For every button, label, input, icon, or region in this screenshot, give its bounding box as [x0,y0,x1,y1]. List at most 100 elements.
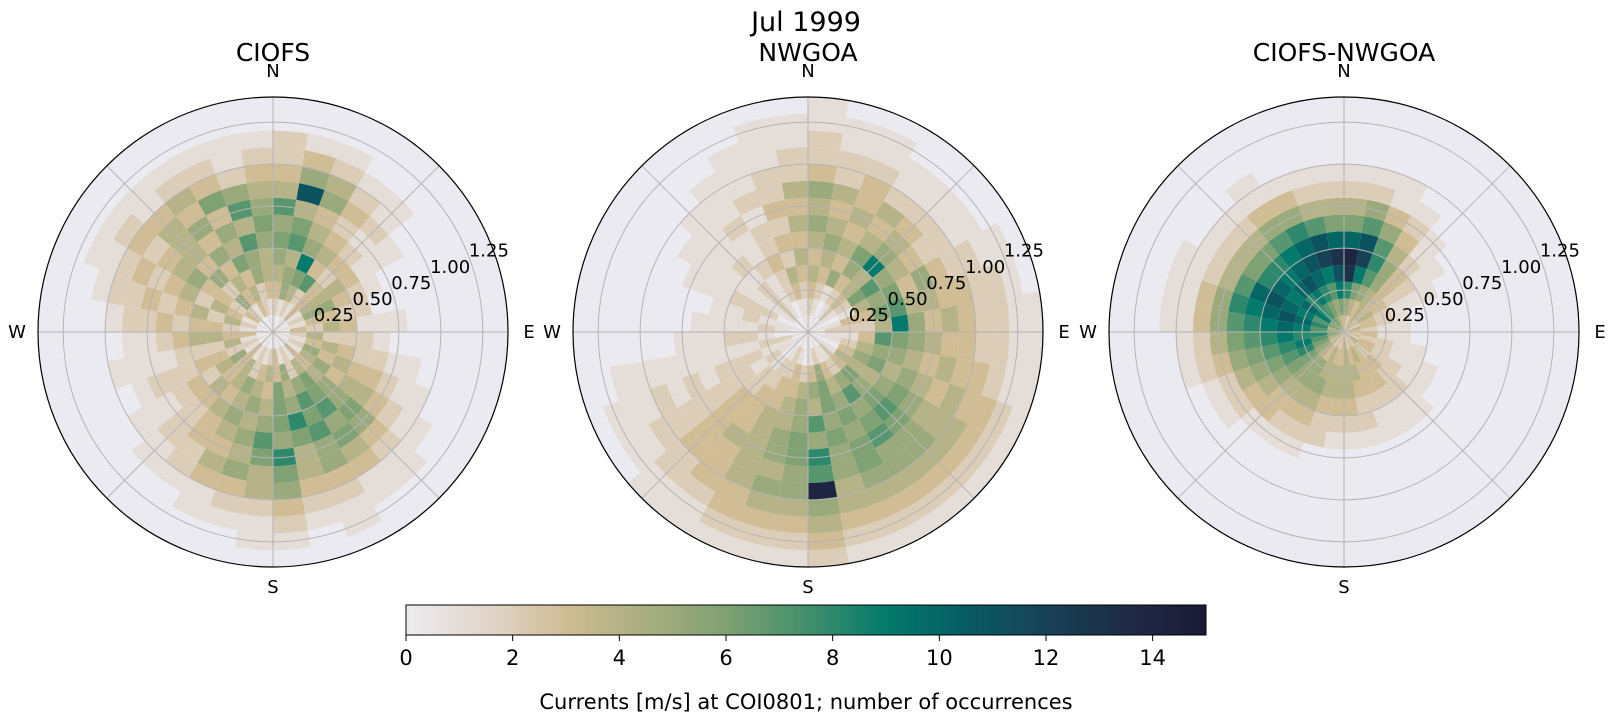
rose-wedge [822,410,843,432]
rose-wedge [650,383,678,416]
rose-wedge [1292,183,1321,206]
rose-wedge [208,244,232,268]
rose-wedge [739,505,776,531]
rose-wedge [281,265,296,285]
rose-wedge [200,365,222,386]
rose-wedge [808,130,843,151]
rose-wedge [306,259,327,281]
rose-wedge [981,263,1007,300]
rose-wedge [1369,299,1388,316]
rose-wedge [273,332,282,348]
radial-tick-label: 0.50 [888,289,928,310]
rose-wedge [1268,409,1294,434]
rose-wedge [1391,340,1411,355]
rose-wedge [1344,332,1360,341]
rose-wedge [256,300,268,318]
rose-wedge [221,183,250,206]
radial-tick-label: 0.75 [391,273,431,294]
rose-wedge [707,491,745,522]
rose-wedge [1195,355,1218,384]
rose-wedge [766,253,786,274]
rose-wedge [287,315,305,327]
colorbar-tick-label: 6 [719,646,732,670]
rose-wedge [1317,180,1344,200]
rose-wedge [1385,244,1409,268]
rose-wedge [1322,302,1336,320]
rose-wedge [273,513,308,534]
rose-wedge [1159,299,1179,332]
rose-wedge [1303,426,1327,448]
rose-wedge [189,462,222,490]
rose-wedge [883,447,916,478]
rose-wedge [872,373,896,397]
rose-wedge [744,298,765,315]
rose-wedge [1293,237,1316,260]
angular-gridline [1177,331,1345,499]
rose-wedge [1367,183,1396,206]
rose-wedge [825,216,849,238]
rose-wedge [775,147,808,167]
rose-wedge [261,381,273,400]
rose-wedge [324,365,346,386]
angular-gridline [106,165,274,333]
rose-wedge [1382,288,1403,307]
rose-wedge [243,480,273,500]
rose-wedge [250,265,265,285]
rose-wedge [949,202,983,240]
rose-wedge [802,315,808,332]
direction-label-east: E [1594,322,1605,343]
rose-wedge [907,311,926,332]
rose-wedge [808,231,826,250]
rose-wedge [1329,321,1344,332]
rose-wedge [1314,340,1332,354]
rose-wedge [785,379,800,399]
rose-wedge [273,530,311,551]
rose-wedge [1228,349,1250,373]
rose-wedge [707,332,726,350]
rose-wedge [1378,419,1403,443]
rose-wedge [851,298,872,315]
rose-wedge [973,299,993,332]
rose-wedge [296,183,325,206]
rose-wedge [1344,348,1350,366]
rose-wedge [656,499,699,536]
rose-wedge [215,473,247,498]
rose-wedge [754,383,775,405]
rose-wedge [142,234,171,265]
radial-tick-label: 1.25 [1004,241,1044,262]
rose-wedge [949,424,983,462]
rose-wedge [808,316,817,332]
rose-wedge [214,357,235,376]
rose-wedge [713,281,736,304]
rose-wedge [1372,404,1395,427]
rose-wedge [1265,290,1286,310]
rose-wedge [1333,317,1344,332]
rose-wedge [822,232,843,254]
rose-wedge [1366,390,1386,411]
rose-wedge [1394,409,1420,434]
rose-wedge [732,448,763,474]
rose-wedge [819,395,837,415]
rose-wedge [231,253,251,274]
rose-wedge [273,231,291,250]
rose-wedge [785,265,800,285]
rose-wedge [1195,280,1218,309]
rose-wedge [331,290,352,310]
rose-wedge [1243,332,1262,350]
rose-wedge [175,434,206,463]
rose-wedge [171,256,196,282]
rose-wedge [735,365,757,386]
rose-wedge [1352,302,1366,320]
rose-wedge [252,214,273,233]
rose-wedge [1279,396,1303,420]
rose-wedge [633,424,667,462]
rose-wedge [902,349,924,373]
rose-wedges [602,97,1043,567]
rose-wedge [1344,332,1353,348]
rose-wedge [1344,317,1355,332]
rose-wedge [727,537,771,564]
rose-wedge [1335,316,1344,332]
rose-wedge [910,399,939,430]
rose-wedge [953,389,982,425]
rose-wedge [243,310,261,324]
